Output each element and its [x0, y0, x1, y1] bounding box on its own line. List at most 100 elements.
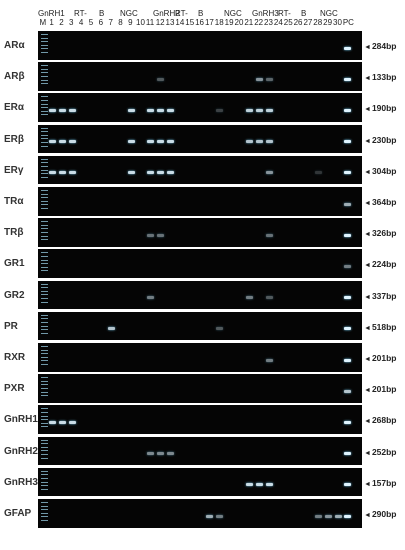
- ladder-band: [41, 176, 48, 178]
- gene-label: ERα: [4, 102, 25, 114]
- size-text: 133bp: [371, 72, 397, 83]
- ladder-band: [41, 329, 48, 331]
- band-lane-12: [157, 452, 165, 456]
- band-lane-3: [68, 421, 76, 425]
- ladder-band: [41, 356, 48, 358]
- size-text: 364bp: [371, 197, 397, 207]
- ladder-band: [41, 283, 48, 285]
- lane-number: 6: [98, 18, 104, 27]
- lane-number: PC: [342, 18, 354, 27]
- gene-label: GR2: [4, 289, 25, 301]
- band-lane-28: [314, 514, 322, 518]
- product-size-label: ◄268bp: [364, 415, 397, 425]
- ladder-band: [41, 520, 48, 521]
- band-lane-1: [48, 109, 56, 113]
- band-lane-22: [255, 77, 263, 81]
- size-text: 284bp: [371, 41, 397, 51]
- lane-number: 9: [128, 18, 133, 27]
- ladder-band: [41, 204, 48, 206]
- band-lane-PC: [344, 109, 352, 113]
- band-lane-11: [147, 140, 155, 144]
- ladder-band: [41, 255, 48, 257]
- product-size-label: ◄252bp: [364, 447, 397, 457]
- lane-number: 14: [175, 18, 185, 27]
- gene-label: ARβ: [4, 71, 25, 83]
- band-lane-12: [157, 233, 165, 237]
- ladder-band: [41, 138, 48, 140]
- gel-strip: [38, 155, 362, 185]
- lane-number: 8: [118, 18, 123, 27]
- gel-strip: [38, 249, 362, 278]
- arrow-left-icon: ◄: [364, 356, 371, 363]
- band-lane-3: [68, 140, 76, 144]
- size-text: 268bp: [371, 415, 397, 426]
- band-lane-11: [147, 452, 155, 456]
- ladder-band: [41, 266, 48, 268]
- ladder-band: [41, 103, 48, 105]
- gene-label: GnRH2: [4, 445, 38, 457]
- lane-number: 27: [303, 18, 313, 27]
- gel-strip: [38, 499, 362, 528]
- band-lane-18: [216, 327, 224, 331]
- band-lane-3: [68, 171, 76, 175]
- arrow-left-icon: ◄: [364, 512, 371, 519]
- ladder-band: [41, 235, 48, 237]
- ladder-band: [41, 516, 48, 518]
- ladder-band: [41, 297, 48, 299]
- arrow-left-icon: ◄: [364, 449, 371, 457]
- band-lane-13: [167, 109, 175, 113]
- group-label: RT-: [175, 9, 188, 18]
- ladder-band: [41, 165, 48, 167]
- ladder-band: [41, 422, 48, 424]
- group-label: B: [198, 9, 204, 18]
- band-lane-PC: [344, 171, 352, 175]
- gel-strip: [38, 405, 362, 434]
- gel-strip: [38, 374, 362, 403]
- band-lane-18: [216, 109, 224, 113]
- band-lane-21: [245, 296, 253, 300]
- ladder-band: [41, 83, 48, 85]
- ladder-band: [41, 474, 48, 476]
- group-label: RT-: [278, 9, 291, 18]
- gene-label: ERβ: [4, 133, 24, 145]
- arrow-left-icon: ◄: [364, 75, 371, 83]
- arrow-left-icon: ◄: [364, 418, 371, 426]
- lane-number: 23: [264, 18, 273, 27]
- band-lane-12: [157, 171, 165, 175]
- ladder-band: [41, 301, 48, 303]
- band-lane-2: [58, 421, 66, 425]
- ladder-band: [41, 270, 48, 272]
- band-lane-PC: [344, 452, 352, 456]
- gene-label: GnRH3: [4, 476, 38, 488]
- ladder-band: [41, 259, 48, 261]
- ladder-band: [41, 239, 48, 241]
- ladder-band: [41, 332, 48, 334]
- band-lane-7: [107, 327, 115, 331]
- arrow-left-icon: ◄: [364, 231, 371, 239]
- ladder-band: [41, 41, 48, 43]
- band-lane-22: [255, 109, 263, 113]
- band-lane-1: [48, 421, 56, 425]
- group-label: B: [301, 9, 307, 18]
- ladder-band: [41, 512, 48, 514]
- ladder-band: [41, 131, 48, 133]
- ladder-band: [41, 349, 48, 351]
- band-lane-PC: [344, 46, 352, 50]
- band-lane-23: [265, 483, 273, 487]
- ladder-band: [41, 231, 48, 233]
- lane-number: 30: [333, 18, 342, 27]
- lane-number: 2: [59, 18, 64, 27]
- ladder-band: [41, 200, 48, 202]
- band-lane-PC: [344, 296, 352, 300]
- band-lane-PC: [344, 389, 352, 393]
- band-lane-23: [265, 171, 273, 175]
- band-lane-13: [167, 452, 175, 456]
- gel-strip: [38, 31, 362, 60]
- gel-strip: [38, 93, 362, 122]
- ladder-band: [41, 505, 48, 507]
- size-text: 190bp: [371, 103, 397, 114]
- group-label: NGC: [320, 9, 338, 18]
- product-size-label: ◄201bp: [364, 353, 397, 363]
- product-size-label: ◄224bp: [364, 259, 397, 269]
- ladder-band: [41, 208, 48, 209]
